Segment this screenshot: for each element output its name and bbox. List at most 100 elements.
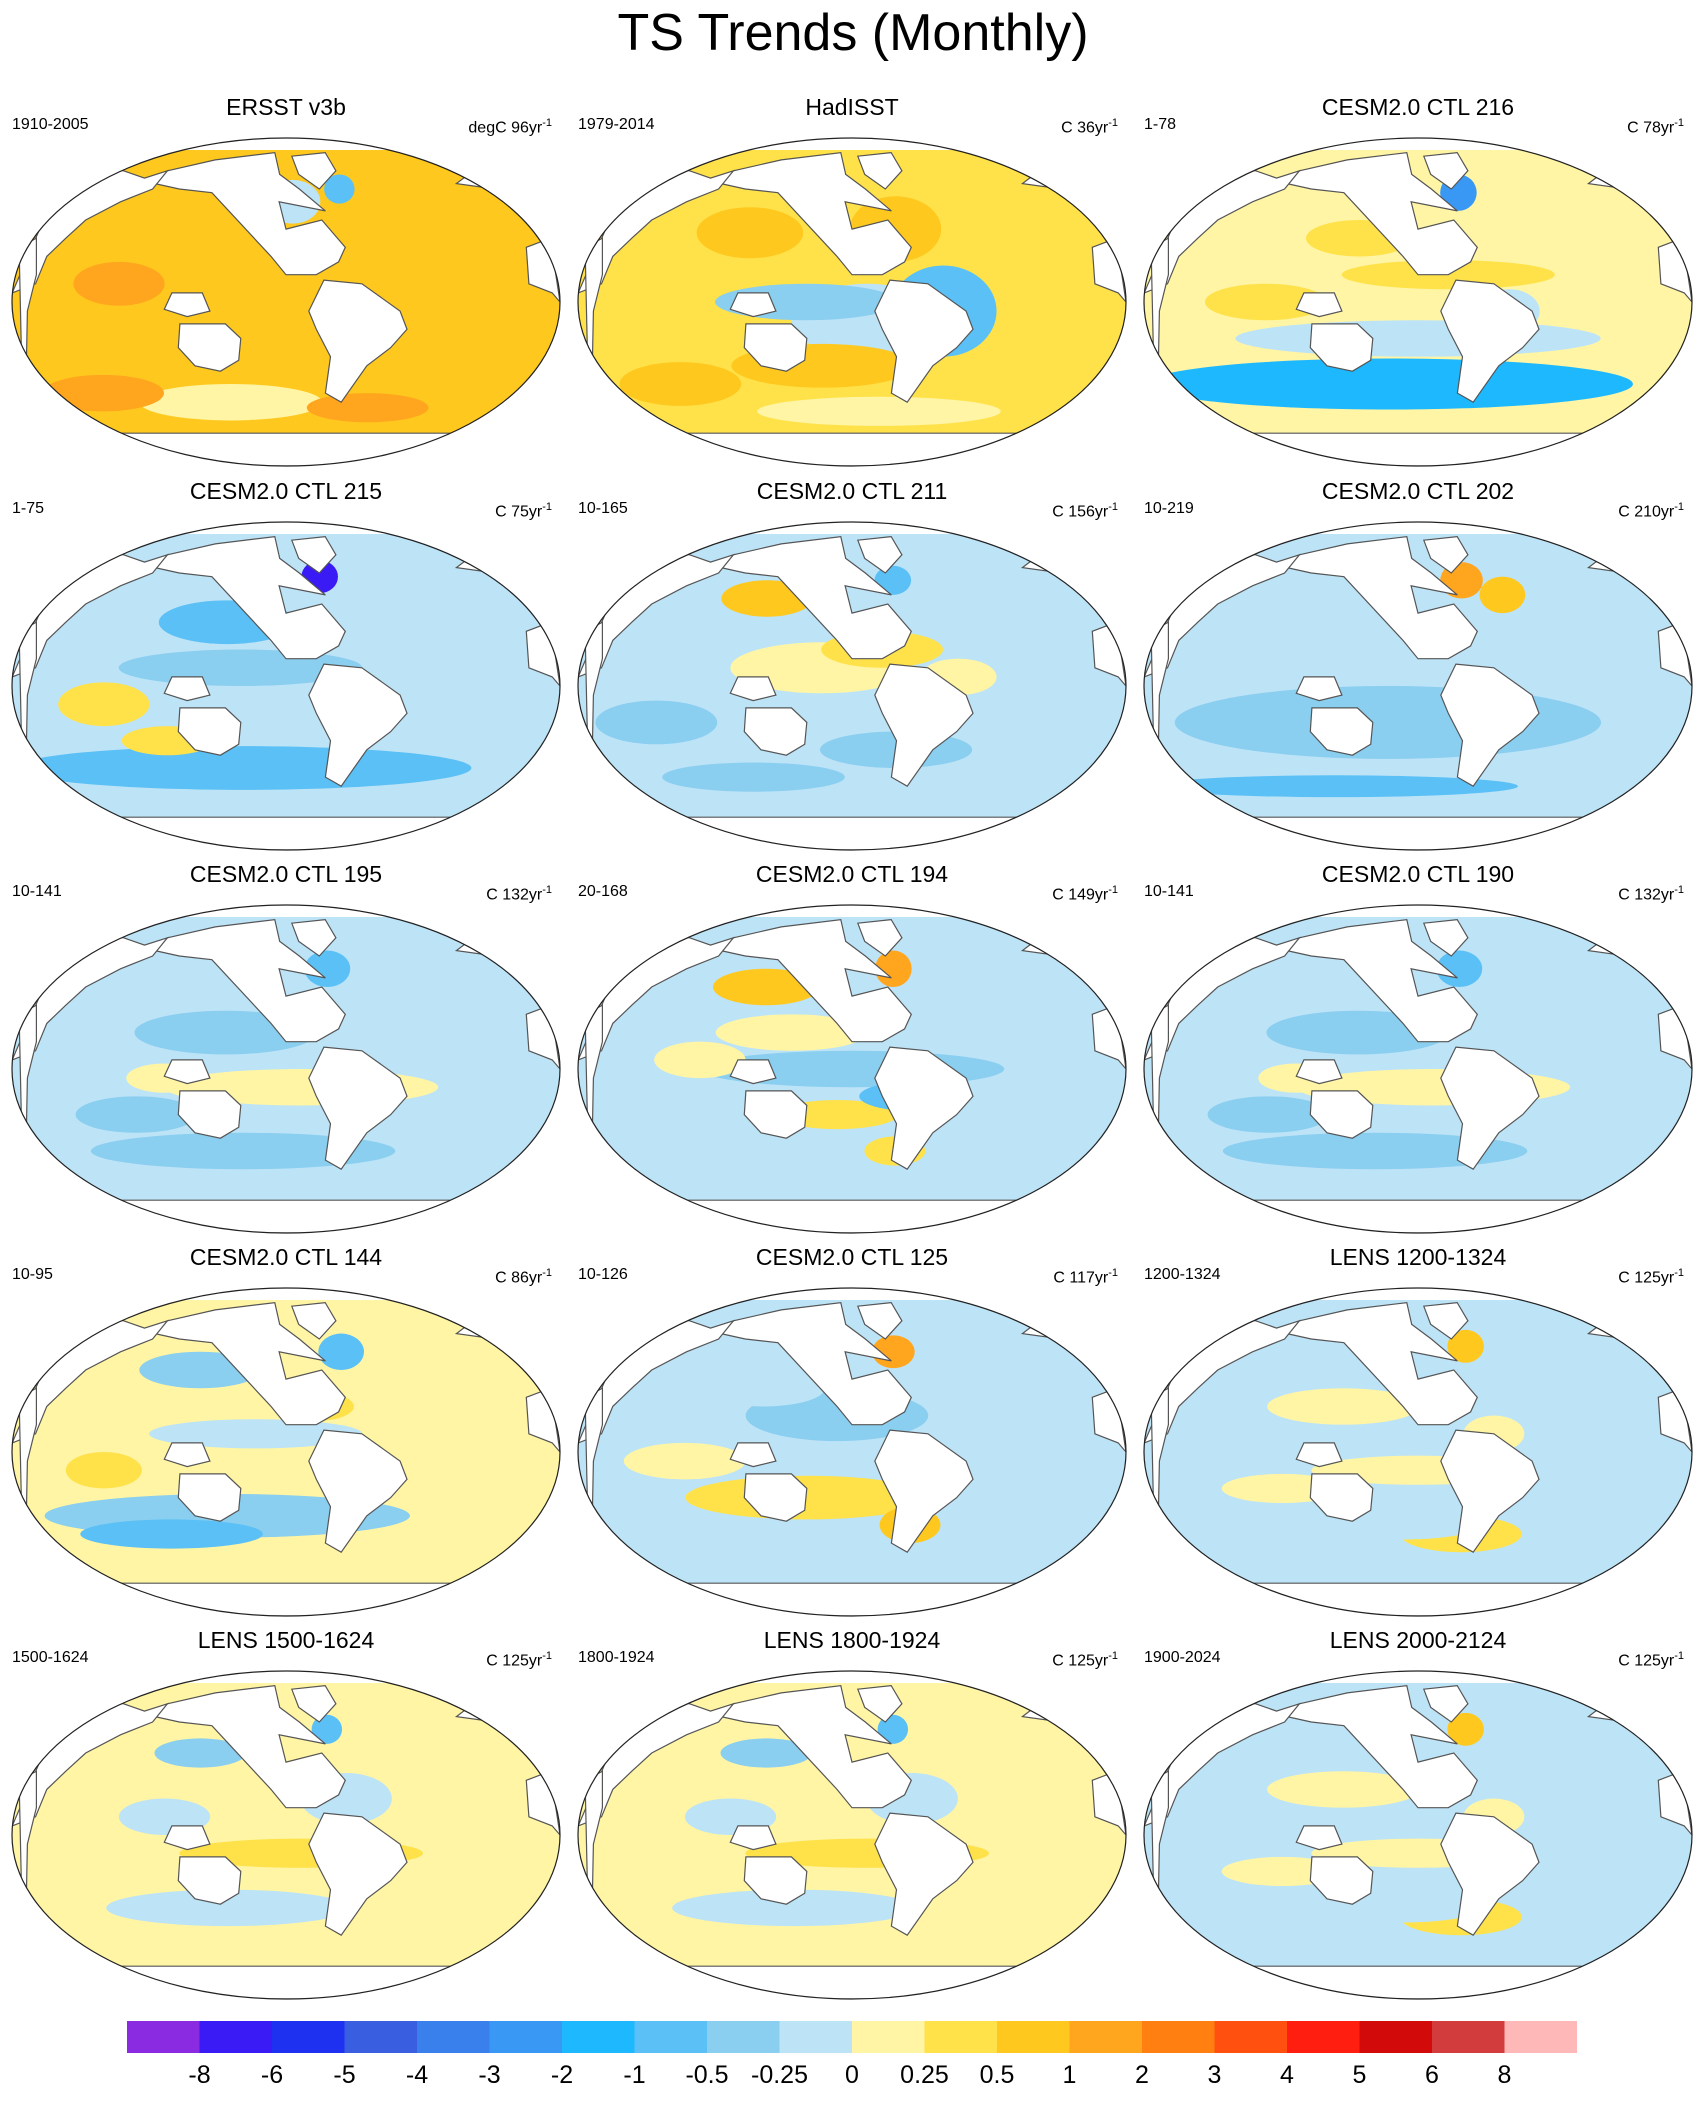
trend-map xyxy=(1143,904,1693,1234)
trend-map xyxy=(11,1670,561,2000)
panel-period: 10-95 xyxy=(12,1266,53,1283)
panel-title: CESM2.0 CTL 215 xyxy=(189,478,383,504)
panel-title: CESM2.0 CTL 216 xyxy=(1321,94,1515,120)
panel-units: C 86yr-1 xyxy=(495,1267,552,1287)
panel-units: C 78yr-1 xyxy=(1627,117,1684,137)
panel-period: 10-126 xyxy=(578,1266,628,1283)
panel-title: CESM2.0 CTL 211 xyxy=(756,478,948,504)
panel-units: degC 96yr-1 xyxy=(468,117,552,137)
map-panel: CESM2.0 CTL 202 10-219 C 210yr-1 xyxy=(1134,470,1702,854)
trend-map xyxy=(577,1287,1127,1617)
land-indon xyxy=(163,292,211,318)
trend-map xyxy=(577,521,1127,851)
land-australia xyxy=(177,1856,242,1905)
map-panel: LENS 1800-1924 1800-1924 C 125yr-1 xyxy=(568,1619,1136,2003)
colorbar-label: -0.25 xyxy=(751,2061,808,2089)
map-panel: CESM2.0 CTL 190 10-141 C 132yr-1 xyxy=(1134,853,1702,1237)
land-america_s xyxy=(308,279,408,403)
trend-map xyxy=(1143,1287,1693,1617)
panel-period: 1200-1324 xyxy=(1144,1266,1221,1283)
land-indon xyxy=(163,1059,211,1085)
panel-title: ERSST v3b xyxy=(226,94,346,120)
colorbar-swatch xyxy=(344,2021,418,2053)
trend-map xyxy=(577,1670,1127,2000)
land-indon xyxy=(1295,1825,1343,1851)
land-australia xyxy=(177,707,242,756)
land-america_s xyxy=(874,663,974,787)
land-indon xyxy=(163,676,211,702)
map-panel: CESM2.0 CTL 144 10-95 C 86yr-1 xyxy=(2,1236,570,1620)
land-america_n xyxy=(153,151,347,276)
colorbar-label: 0.25 xyxy=(900,2061,949,2089)
panel-period: 1500-1624 xyxy=(12,1649,89,1666)
land-australia xyxy=(743,707,808,756)
land-america_n xyxy=(153,1301,347,1426)
land-antarct xyxy=(627,1965,1077,1999)
land-indon xyxy=(1295,1442,1343,1468)
land-antarct xyxy=(1193,1199,1643,1233)
trend-map xyxy=(11,521,561,851)
colorbar-swatch xyxy=(1504,2021,1577,2053)
colorbar-swatch xyxy=(127,2021,200,2053)
colorbar-label: 8 xyxy=(1497,2061,1512,2089)
panel-units: C 125yr-1 xyxy=(486,1650,552,1670)
colorbar-label: 2 xyxy=(1135,2061,1149,2089)
panel-period: 10-141 xyxy=(12,883,62,900)
land-antarct xyxy=(61,816,511,850)
land-australia xyxy=(1309,1090,1374,1139)
panel-title: CESM2.0 CTL 190 xyxy=(1321,861,1515,887)
colorbar xyxy=(127,2021,1577,2053)
colorbar-label: 4 xyxy=(1280,2061,1294,2089)
panel-units: C 156yr-1 xyxy=(1052,501,1118,521)
land-antarct xyxy=(627,1199,1077,1233)
trend-map xyxy=(11,904,561,1234)
panel-period: 10-141 xyxy=(1144,883,1194,900)
colorbar-label: 1 xyxy=(1062,2061,1077,2089)
panel-period: 1800-1924 xyxy=(578,1649,655,1666)
colorbar-swatch xyxy=(272,2021,345,2053)
land-antarct xyxy=(1193,432,1643,466)
land-america_n xyxy=(153,1684,347,1809)
panel-title: CESM2.0 CTL 144 xyxy=(189,1244,383,1270)
land-greenland xyxy=(856,1301,903,1340)
land-antarct xyxy=(627,816,1077,850)
land-america_s xyxy=(1440,1812,1540,1936)
colorbar-swatch xyxy=(997,2021,1070,2053)
panel-units: C 132yr-1 xyxy=(486,884,552,904)
map-panel: LENS 1500-1624 1500-1624 C 125yr-1 xyxy=(2,1619,570,2003)
colorbar-swatch xyxy=(1287,2021,1360,2053)
colorbar-label: 3 xyxy=(1207,2061,1222,2089)
trend-map xyxy=(577,137,1127,467)
panel-units: C 125yr-1 xyxy=(1052,1650,1118,1670)
land-america_s xyxy=(1440,1046,1540,1170)
colorbar-swatch xyxy=(417,2021,490,2053)
colorbar-label: -4 xyxy=(405,2061,429,2089)
land-america_s xyxy=(308,1812,408,1936)
colorbar-label: -6 xyxy=(260,2061,284,2089)
panel-period: 1979-2014 xyxy=(578,116,655,133)
colorbar-label: -2 xyxy=(550,2061,574,2089)
map-panel: CESM2.0 CTL 195 10-141 C 132yr-1 xyxy=(2,853,570,1237)
land-australia xyxy=(177,1473,242,1522)
land-australia xyxy=(1309,1473,1374,1522)
land-indon xyxy=(1295,676,1343,702)
colorbar-swatch xyxy=(562,2021,635,2053)
land-antarct xyxy=(61,1199,511,1233)
colorbar-label: -0.5 xyxy=(685,2061,729,2089)
land-indon xyxy=(729,676,777,702)
panel-units: C 117yr-1 xyxy=(1053,1267,1118,1287)
land-america_n xyxy=(153,535,347,660)
land-indon xyxy=(163,1825,211,1851)
land-indon xyxy=(729,1442,777,1468)
panel-title: CESM2.0 CTL 195 xyxy=(189,861,383,887)
colorbar-label: -5 xyxy=(333,2061,356,2089)
colorbar-swatch xyxy=(707,2021,780,2053)
colorbar-swatch xyxy=(489,2021,563,2053)
colorbar-label: -8 xyxy=(188,2061,211,2089)
panel-title: LENS 1800-1924 xyxy=(763,1627,941,1653)
land-greenland xyxy=(1422,1301,1469,1340)
land-australia xyxy=(1309,707,1374,756)
land-america_n xyxy=(1285,151,1479,276)
land-australia xyxy=(1309,323,1374,372)
